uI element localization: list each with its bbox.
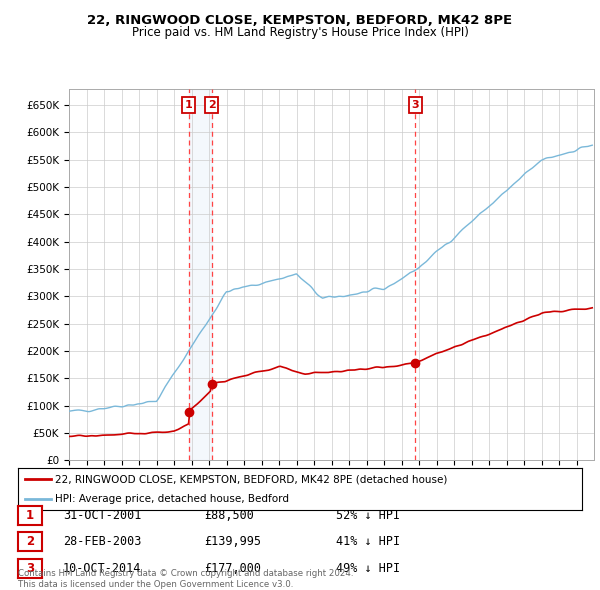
- Text: HPI: Average price, detached house, Bedford: HPI: Average price, detached house, Bedf…: [55, 494, 289, 504]
- Text: 10-OCT-2014: 10-OCT-2014: [63, 562, 142, 575]
- Text: 2: 2: [26, 535, 34, 548]
- Text: 1: 1: [26, 509, 34, 522]
- Text: 2: 2: [208, 100, 215, 110]
- Text: £139,995: £139,995: [204, 535, 261, 548]
- Text: 41% ↓ HPI: 41% ↓ HPI: [336, 535, 400, 548]
- Text: £88,500: £88,500: [204, 509, 254, 522]
- Text: 3: 3: [412, 100, 419, 110]
- Text: 49% ↓ HPI: 49% ↓ HPI: [336, 562, 400, 575]
- Text: 22, RINGWOOD CLOSE, KEMPSTON, BEDFORD, MK42 8PE: 22, RINGWOOD CLOSE, KEMPSTON, BEDFORD, M…: [88, 14, 512, 27]
- Text: £177,000: £177,000: [204, 562, 261, 575]
- Text: 3: 3: [26, 562, 34, 575]
- Text: 1: 1: [185, 100, 193, 110]
- Text: 52% ↓ HPI: 52% ↓ HPI: [336, 509, 400, 522]
- Bar: [188, 88, 212, 460]
- Text: Contains HM Land Registry data © Crown copyright and database right 2024.
This d: Contains HM Land Registry data © Crown c…: [18, 569, 353, 589]
- Text: 31-OCT-2001: 31-OCT-2001: [63, 509, 142, 522]
- Text: 28-FEB-2003: 28-FEB-2003: [63, 535, 142, 548]
- Text: 22, RINGWOOD CLOSE, KEMPSTON, BEDFORD, MK42 8PE (detached house): 22, RINGWOOD CLOSE, KEMPSTON, BEDFORD, M…: [55, 474, 447, 484]
- Text: Price paid vs. HM Land Registry's House Price Index (HPI): Price paid vs. HM Land Registry's House …: [131, 26, 469, 39]
